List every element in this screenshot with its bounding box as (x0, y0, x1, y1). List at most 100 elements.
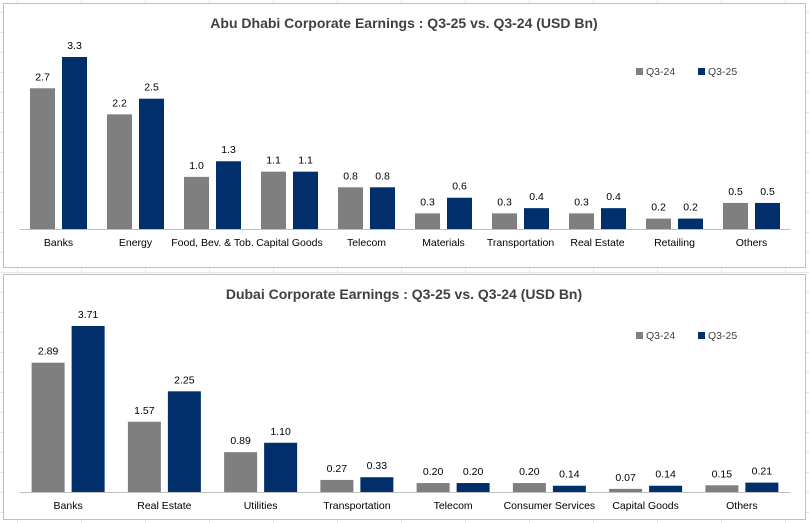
bar-q324 (261, 171, 286, 229)
bar-q325 (360, 477, 394, 492)
bar-q324 (646, 218, 671, 229)
legend-swatch-q325 (698, 332, 705, 339)
dubai-earnings-chart[interactable]: Dubai Corporate Earnings : Q3-25 vs. Q3-… (3, 274, 806, 520)
bar-q325 (71, 326, 105, 492)
bar-q324 (184, 176, 209, 229)
bar-q325 (649, 485, 683, 492)
category-label: Real Estate (137, 500, 191, 512)
bar-q325 (62, 57, 87, 229)
bar-q324 (30, 88, 55, 229)
bar-q325 (370, 187, 395, 229)
data-label: 2.2 (112, 97, 127, 109)
data-label: 0.21 (752, 466, 773, 478)
bar-q324 (723, 202, 748, 229)
data-label: 1.10 (270, 426, 291, 438)
data-label: 0.4 (529, 191, 544, 203)
bar-q325 (167, 391, 201, 492)
bar-q325 (264, 442, 298, 492)
data-label: 1.1 (266, 155, 281, 167)
legend-swatch-q324 (636, 68, 643, 75)
bar-q325 (601, 208, 626, 229)
bar-q324 (512, 483, 546, 492)
bar-q324 (107, 114, 132, 229)
category-label: Telecom (347, 237, 386, 249)
category-label: Banks (54, 500, 83, 512)
data-label: 0.14 (655, 469, 676, 481)
data-label: 2.7 (35, 71, 50, 83)
bar-q325 (678, 218, 703, 229)
data-label: 3.71 (78, 309, 99, 321)
data-label: 0.20 (423, 466, 444, 478)
category-label: Energy (119, 237, 153, 249)
data-label: 0.2 (683, 202, 698, 214)
bar-q325 (139, 98, 164, 230)
data-label: 3.3 (67, 40, 82, 52)
data-label: 0.3 (497, 196, 512, 208)
category-label: Capital Goods (256, 237, 323, 249)
data-label: 0.33 (367, 460, 388, 472)
legend-label-q324: Q3-24 (646, 330, 675, 342)
data-label: 0.20 (519, 466, 540, 478)
data-label: 0.5 (760, 186, 775, 198)
data-label: 0.3 (420, 196, 435, 208)
data-label: 1.1 (298, 155, 313, 167)
category-label: Utilities (244, 500, 278, 512)
data-label: 1.0 (189, 160, 204, 172)
category-label: Others (726, 500, 758, 512)
data-label: 0.2 (651, 202, 666, 214)
data-label: 2.89 (38, 346, 59, 358)
bar-q324 (127, 421, 161, 492)
dubai-chart-title: Dubai Corporate Earnings : Q3-25 vs. Q3-… (226, 286, 582, 302)
bar-q324 (416, 483, 450, 492)
abu-dhabi-earnings-chart[interactable]: Abu Dhabi Corporate Earnings : Q3-25 vs.… (3, 3, 806, 268)
data-label: 1.57 (134, 405, 155, 417)
bar-q325 (524, 208, 549, 229)
bar-q325 (447, 197, 472, 229)
bar-q324 (338, 187, 363, 229)
bar-q324 (609, 488, 643, 492)
legend-swatch-q324 (636, 332, 643, 339)
legend-swatch-q325 (698, 68, 705, 75)
data-label: 2.25 (174, 374, 195, 386)
bar-q325 (293, 171, 318, 229)
bar-q324 (224, 452, 258, 492)
category-label: Food, Bev. & Tob. (171, 237, 254, 249)
dubai-chart-plot: Dubai Corporate Earnings : Q3-25 vs. Q3-… (20, 286, 790, 512)
bar-q325 (216, 161, 241, 229)
bar-q325 (552, 485, 586, 492)
legend-label-q325: Q3-25 (708, 66, 737, 78)
bar-q325 (745, 482, 779, 492)
legend-label-q325: Q3-25 (708, 330, 737, 342)
data-label: 0.8 (375, 170, 390, 182)
data-label: 0.5 (728, 186, 743, 198)
category-label: Materials (422, 237, 465, 249)
data-label: 0.89 (230, 435, 251, 447)
data-label: 0.15 (712, 468, 733, 480)
bar-q324 (492, 213, 517, 229)
category-label: Consumer Services (504, 500, 596, 512)
category-label: Transportation (323, 500, 390, 512)
category-label: Banks (44, 237, 73, 249)
category-label: Real Estate (570, 237, 624, 249)
legend-label-q324: Q3-24 (646, 66, 675, 78)
bar-q324 (31, 362, 65, 492)
bar-q324 (569, 213, 594, 229)
bar-q324 (415, 213, 440, 229)
bar-q325 (456, 483, 490, 492)
data-label: 0.6 (452, 181, 467, 193)
data-label: 0.4 (606, 191, 621, 203)
data-label: 1.3 (221, 144, 236, 156)
category-label: Others (736, 237, 768, 249)
bar-q325 (755, 202, 780, 229)
data-label: 0.27 (327, 463, 348, 475)
abu-dhabi-chart-plot: Abu Dhabi Corporate Earnings : Q3-25 vs.… (20, 15, 790, 249)
bar-q324 (705, 485, 739, 492)
abu-dhabi-chart-title: Abu Dhabi Corporate Earnings : Q3-25 vs.… (210, 15, 597, 31)
category-label: Transportation (487, 237, 554, 249)
data-label: 0.3 (574, 196, 589, 208)
data-label: 0.14 (559, 469, 580, 481)
data-label: 0.20 (463, 466, 484, 478)
category-label: Capital Goods (612, 500, 679, 512)
data-label: 0.07 (615, 472, 636, 484)
data-label: 2.5 (144, 82, 159, 94)
